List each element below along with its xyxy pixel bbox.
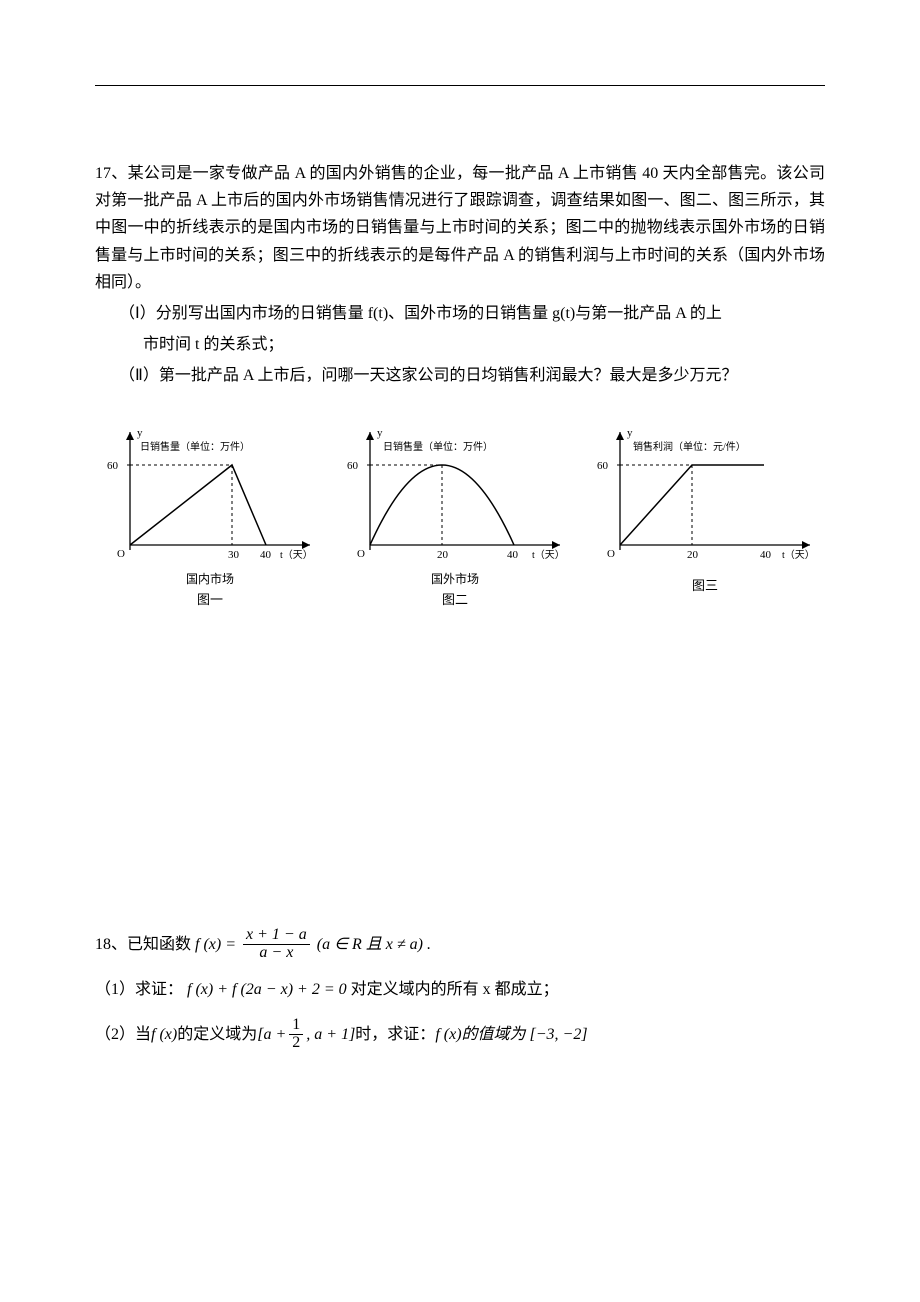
chart3-ylabel: 销售利润（单位：元/件）	[633, 440, 746, 453]
chart3-ytick: 60	[597, 460, 609, 472]
svg-text:y: y	[137, 427, 143, 439]
chart2-xtick0: 20	[437, 549, 449, 561]
chart3-xtick0: 20	[687, 549, 699, 561]
p18-q2-rb: , a + 1]	[306, 1021, 355, 1048]
p18-q2-fx2: f (x)	[435, 1021, 461, 1048]
p18-frac1-den: a − x	[256, 945, 296, 962]
p18-q2-mid1: 的定义域为	[177, 1021, 257, 1048]
p18-q2-fx: f (x)	[151, 1021, 177, 1048]
p18-frac1-num: x + 1 − a	[243, 927, 310, 944]
p18-q2: （2）当 f (x) 的定义域为 [a + 1 2 , a + 1] 时，求证：…	[95, 1017, 825, 1052]
p18-frac2-num: 1	[289, 1017, 303, 1034]
chart3-block: y 销售利润（单位：元/件） O 60 20 40 t（天） 图三	[585, 420, 825, 594]
chart2-xaxis: t（天）	[532, 549, 565, 561]
chart3-svg: y 销售利润（单位：元/件） O 60 20 40 t（天）	[585, 420, 825, 570]
p18-f-of-x: f (x) =	[195, 931, 236, 958]
p18-q1-expr: f (x) + f (2a − x) + 2 = 0	[187, 976, 347, 1003]
p18-q1-pre: （1）求证：	[95, 976, 183, 1003]
chart2-ylabel: 日销售量（单位：万件）	[383, 440, 493, 453]
p17-body-text: 某公司是一家专做产品 A 的国内外销售的企业，每一批产品 A 上市销售 40 天…	[95, 165, 825, 291]
p18-number: 18、	[95, 931, 127, 958]
svg-text:O: O	[357, 548, 365, 560]
p18-line1-post: (a ∈ R 且 x ≠ a) .	[317, 931, 431, 958]
charts-row: y 日销售量（单位：万件） O 60 30 40 t（天） 国内市场 图一 y	[95, 420, 825, 608]
svg-text:y: y	[627, 427, 633, 439]
chart1-block: y 日销售量（单位：万件） O 60 30 40 t（天） 国内市场 图一	[95, 420, 325, 608]
chart1-caption: 图一	[197, 592, 223, 608]
chart2-sub: 国外市场	[431, 572, 479, 586]
p18: 18、 已知函数 f (x) = x + 1 − a a − x (a ∈ R …	[95, 927, 825, 1051]
chart1-xaxis: t（天）	[280, 549, 313, 561]
chart2-block: y 日销售量（单位：万件） O 60 20 40 t（天） 国外市场 图二	[335, 420, 575, 608]
p17-q1b: 市时间 t 的关系式；	[95, 331, 825, 358]
chart3-xaxis: t（天）	[782, 549, 815, 561]
p18-q2-lb: [a +	[257, 1021, 286, 1048]
top-rule	[95, 85, 825, 86]
p18-q2-post: 的值域为 [−3, −2]	[462, 1021, 588, 1048]
chart2-ytick: 60	[347, 460, 359, 472]
p18-q1-post: 对定义域内的所有 x 都成立；	[351, 976, 559, 1003]
chart1-xtick1: 40	[260, 549, 272, 561]
chart2-caption: 图二	[442, 592, 468, 608]
chart3-xtick1: 40	[760, 549, 772, 561]
svg-text:O: O	[117, 548, 125, 560]
p17-q1a: （Ⅰ）分别写出国内市场的日销售量 f(t)、国外市场的日销售量 g(t)与第一批…	[95, 300, 825, 327]
p18-frac1: x + 1 − a a − x	[243, 927, 310, 962]
p18-q2-mid2: 时，求证：	[355, 1021, 435, 1048]
p17-body: 17、某公司是一家专做产品 A 的国内外销售的企业，每一批产品 A 上市销售 4…	[95, 160, 825, 296]
svg-text:y: y	[377, 427, 383, 439]
p18-line1-pre: 已知函数	[127, 931, 191, 958]
p17-number: 17、	[95, 165, 128, 182]
p18-q2-pre: （2）当	[95, 1021, 151, 1048]
chart2-svg: y 日销售量（单位：万件） O 60 20 40 t（天）	[335, 420, 575, 570]
chart1-ytick: 60	[107, 460, 119, 472]
chart1-sub: 国内市场	[186, 572, 234, 586]
chart3-caption: 图三	[692, 578, 718, 594]
chart1-svg: y 日销售量（单位：万件） O 60 30 40 t（天）	[95, 420, 325, 570]
p17-q2: （Ⅱ）第一批产品 A 上市后，问哪一天这家公司的日均销售利润最大？最大是多少万元…	[95, 362, 825, 389]
chart2-xtick1: 40	[507, 549, 519, 561]
chart1-xtick0: 30	[228, 549, 240, 561]
p18-line1: 18、 已知函数 f (x) = x + 1 − a a − x (a ∈ R …	[95, 927, 825, 962]
p18-frac2: 1 2	[289, 1017, 303, 1052]
p18-q1: （1）求证： f (x) + f (2a − x) + 2 = 0 对定义域内的…	[95, 976, 825, 1003]
chart1-ylabel: 日销售量（单位：万件）	[140, 440, 250, 453]
p18-frac2-den: 2	[289, 1035, 303, 1052]
svg-text:O: O	[607, 548, 615, 560]
